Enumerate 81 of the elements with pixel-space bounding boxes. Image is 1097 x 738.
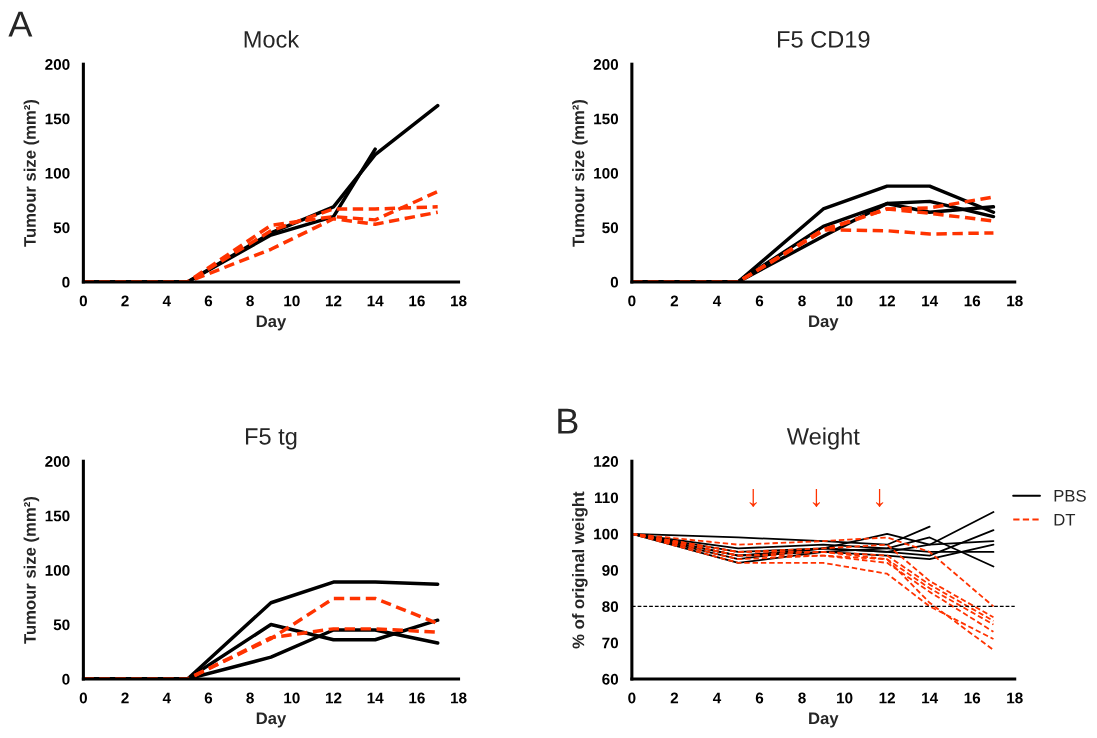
y-tick-label: 60 — [602, 673, 619, 685]
x-tick-label: 6 — [755, 295, 764, 307]
x-tick-label: 2 — [670, 692, 679, 704]
x-tick-label: 16 — [409, 692, 425, 704]
y-axis-title: Tumour size (mm²) — [572, 99, 588, 247]
x-tick-label: 10 — [837, 295, 853, 307]
y-tick-label: 0 — [62, 673, 70, 685]
x-tick-label: 6 — [204, 692, 213, 704]
y-tick-label: 50 — [602, 222, 619, 234]
x-tick-label: 18 — [451, 295, 467, 307]
x-tick-label: 8 — [798, 295, 806, 307]
y-tick-label: 200 — [593, 59, 619, 70]
y-tick-label: 0 — [610, 276, 619, 288]
x-tick-label: 12 — [879, 692, 895, 704]
chart-title: F5 tg — [246, 428, 297, 450]
x-tick-label: 2 — [670, 295, 679, 307]
x-tick-label: 0 — [79, 295, 87, 307]
y-tick-label: 90 — [602, 564, 619, 576]
chart-title: Weight — [786, 427, 860, 450]
x-tick-label: 4 — [712, 692, 722, 704]
legend-label: PBS — [1054, 489, 1086, 502]
x-tick-label: 12 — [325, 692, 342, 704]
x-tick-label: 8 — [246, 692, 254, 704]
x-tick-label: 10 — [284, 295, 300, 307]
x-tick-label: 6 — [755, 692, 764, 704]
y-axis-title: Tumour size (mm²) — [23, 497, 40, 644]
x-tick-label: 6 — [204, 295, 213, 307]
annotation: ↓ — [876, 488, 884, 508]
y-tick-label: 100 — [594, 528, 619, 540]
y-tick-label: 70 — [602, 637, 619, 649]
x-tick-label: 0 — [79, 692, 87, 704]
x-tick-label: 12 — [879, 295, 895, 307]
y-tick-label: 100 — [45, 167, 70, 179]
y-axis-title: % of original weight — [572, 491, 588, 649]
y-tick-label: 100 — [594, 167, 619, 179]
x-tick-label: 8 — [246, 295, 254, 307]
x-tick-label: 18 — [451, 692, 467, 704]
x-tick-label: 2 — [121, 692, 129, 704]
x-tick-label: 8 — [798, 692, 806, 704]
y-axis-title: Tumour size (mm²) — [23, 99, 40, 247]
x-tick-label: 4 — [162, 295, 171, 307]
x-tick-label: 16 — [964, 692, 981, 704]
x-tick-label: 10 — [284, 692, 300, 704]
x-tick-label: 14 — [367, 692, 384, 704]
y-tick-label: 0 — [62, 276, 70, 288]
x-tick-label: 14 — [922, 295, 939, 307]
x-tick-label: 10 — [837, 692, 853, 704]
x-tick-label: 16 — [409, 295, 425, 307]
x-tick-label: 18 — [1007, 295, 1023, 307]
y-tick-label: 100 — [45, 564, 70, 576]
annotation: ↓ — [749, 488, 757, 508]
y-tick-label: 150 — [45, 510, 70, 522]
y-tick-label: 80 — [602, 601, 619, 613]
y-tick-label: 200 — [45, 59, 70, 70]
y-tick-label: 120 — [594, 456, 619, 467]
y-tick-label: 50 — [53, 222, 70, 234]
x-axis-title: Day — [809, 315, 839, 331]
x-axis-title: Day — [809, 712, 839, 728]
x-tick-label: 4 — [712, 295, 722, 307]
y-tick-label: 200 — [45, 456, 70, 467]
x-tick-label: 2 — [121, 295, 129, 307]
y-tick-label: 150 — [45, 113, 70, 125]
x-tick-label: 14 — [922, 692, 939, 704]
x-tick-label: 14 — [367, 295, 384, 307]
x-tick-label: 0 — [628, 295, 636, 307]
x-tick-label: 12 — [325, 295, 342, 307]
x-tick-label: 0 — [628, 692, 636, 704]
annotation: ↓ — [812, 488, 820, 508]
chart-title: Mock — [244, 30, 300, 48]
y-tick-label: 110 — [594, 492, 619, 504]
chart-title: F5 CD19 — [778, 31, 870, 48]
text: B — [558, 408, 578, 434]
y-tick-label: 50 — [53, 619, 70, 631]
y-tick-label: 150 — [594, 113, 619, 125]
text: A — [8, 11, 33, 37]
x-axis-title: Day — [256, 712, 287, 728]
legend-label: DT — [1054, 513, 1076, 526]
x-axis-title: Day — [256, 315, 287, 331]
x-tick-label: 18 — [1007, 692, 1023, 704]
x-tick-label: 16 — [964, 295, 981, 307]
x-tick-label: 4 — [162, 692, 171, 704]
